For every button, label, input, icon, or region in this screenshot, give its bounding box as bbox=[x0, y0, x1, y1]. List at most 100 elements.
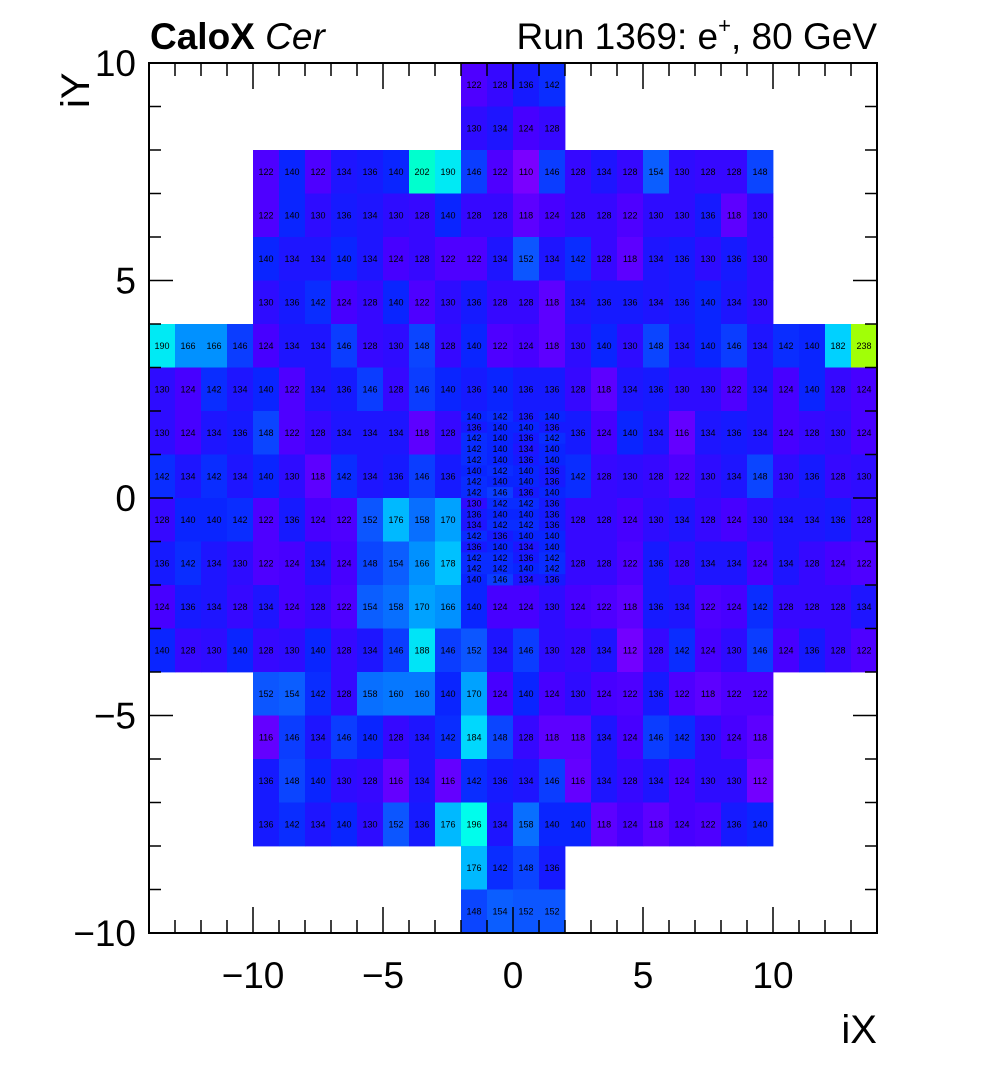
heatmap-cell bbox=[279, 454, 306, 499]
heatmap-cell bbox=[383, 411, 410, 455]
heatmap-cell bbox=[539, 193, 566, 238]
cell-value-label: 122 bbox=[440, 254, 455, 264]
heatmap-cell bbox=[643, 672, 670, 716]
cell-value-label: 134 bbox=[232, 384, 247, 394]
heatmap-cell bbox=[331, 367, 358, 412]
heatmap-cell bbox=[513, 443, 540, 455]
heatmap-cell bbox=[617, 759, 644, 803]
cell-value-label: 128 bbox=[570, 515, 585, 525]
cell-value-label: 134 bbox=[856, 602, 871, 612]
heatmap-cell bbox=[539, 367, 566, 412]
cell-value-label: 136 bbox=[518, 488, 533, 498]
cell-value-label: 134 bbox=[362, 471, 377, 481]
heatmap-cell bbox=[513, 63, 540, 107]
y-tick-label: −10 bbox=[73, 913, 136, 954]
heatmap-cell bbox=[383, 715, 410, 760]
cell-value-label: 130 bbox=[700, 776, 715, 786]
cell-value-label: 134 bbox=[284, 341, 299, 351]
heatmap-cell bbox=[175, 498, 202, 542]
heatmap-cell bbox=[253, 454, 280, 499]
heatmap-cell bbox=[721, 454, 748, 499]
heatmap-cell bbox=[513, 106, 540, 151]
cell-value-label: 130 bbox=[752, 210, 767, 220]
cell-value-label: 128 bbox=[570, 210, 585, 220]
heatmap-cell bbox=[513, 421, 540, 434]
cell-value-label: 140 bbox=[518, 509, 533, 519]
cell-value-label: 128 bbox=[648, 645, 663, 655]
cell-value-label: 140 bbox=[466, 341, 481, 351]
heatmap-cell bbox=[747, 672, 774, 716]
heatmap-cell bbox=[305, 541, 332, 586]
heatmap-cell bbox=[591, 585, 618, 629]
heatmap-cell bbox=[825, 628, 852, 673]
heatmap-cell bbox=[409, 498, 436, 542]
cell-value-label: 134 bbox=[492, 819, 507, 829]
heatmap-cell bbox=[721, 237, 748, 281]
cell-value-label: 118 bbox=[519, 210, 533, 220]
heatmap-cell bbox=[695, 759, 722, 803]
cell-value-label: 154 bbox=[284, 689, 299, 699]
cell-value-label: 116 bbox=[675, 428, 689, 438]
heatmap-cell bbox=[253, 498, 280, 542]
heatmap-cell bbox=[461, 498, 488, 510]
cell-value-label: 140 bbox=[388, 167, 403, 177]
heatmap-cell bbox=[799, 411, 826, 455]
cell-value-label: 148 bbox=[492, 732, 507, 742]
heatmap-cell bbox=[591, 193, 618, 238]
x-tick-label: 10 bbox=[752, 955, 793, 996]
heatmap-cell bbox=[721, 367, 748, 412]
cell-value-label: 136 bbox=[492, 776, 507, 786]
heatmap-cell bbox=[591, 802, 618, 847]
cell-value-label: 134 bbox=[752, 341, 767, 351]
heatmap-cell bbox=[669, 237, 696, 281]
cell-value-label: 124 bbox=[830, 558, 845, 568]
heatmap-cell bbox=[409, 672, 436, 716]
cell-value-label: 124 bbox=[752, 558, 767, 568]
cell-value-label: 124 bbox=[154, 602, 169, 612]
cell-value-label: 134 bbox=[258, 602, 273, 612]
heatmap-cell bbox=[669, 802, 696, 847]
cell-value-label: 140 bbox=[362, 732, 377, 742]
heatmap-cell bbox=[721, 411, 748, 455]
cell-value-label: 134 bbox=[362, 645, 377, 655]
heatmap-cell bbox=[357, 150, 384, 194]
cell-value-label: 142 bbox=[154, 471, 169, 481]
heatmap-cell bbox=[487, 150, 514, 194]
cell-value-label: 128 bbox=[258, 645, 273, 655]
cell-value-label: 134 bbox=[362, 428, 377, 438]
cell-value-label: 124 bbox=[778, 645, 793, 655]
cell-value-label: 128 bbox=[648, 471, 663, 481]
heatmap-cell bbox=[617, 715, 644, 760]
cell-value-label: 122 bbox=[258, 210, 273, 220]
cell-value-label: 124 bbox=[180, 384, 195, 394]
cell-value-label: 190 bbox=[154, 341, 169, 351]
cell-value-label: 136 bbox=[648, 384, 663, 394]
cell-value-label: 118 bbox=[415, 428, 429, 438]
cell-value-label: 124 bbox=[336, 558, 351, 568]
heatmap-cell bbox=[461, 237, 488, 281]
heatmap-cell bbox=[487, 454, 514, 466]
heatmap-cell bbox=[409, 150, 436, 194]
cell-value-label: 136 bbox=[544, 477, 559, 487]
heatmap-cell bbox=[539, 443, 566, 455]
heatmap-cell bbox=[539, 63, 566, 107]
heatmap-cell bbox=[565, 541, 592, 586]
heatmap-cell bbox=[591, 759, 618, 803]
cell-value-label: 140 bbox=[284, 167, 299, 177]
heatmap-cell bbox=[513, 237, 540, 281]
heatmap-cell bbox=[539, 487, 566, 499]
heatmap-cell bbox=[487, 193, 514, 238]
heatmap-cell bbox=[565, 498, 592, 542]
cell-value-label: 130 bbox=[570, 341, 585, 351]
cell-value-label: 130 bbox=[466, 123, 481, 133]
heatmap-cell bbox=[279, 237, 306, 281]
heatmap-cell bbox=[695, 280, 722, 325]
cell-value-label: 124 bbox=[180, 428, 195, 438]
heatmap-cell bbox=[513, 454, 540, 466]
cell-value-label: 140 bbox=[804, 341, 819, 351]
heatmap-cell bbox=[799, 498, 826, 542]
heatmap-cell bbox=[773, 628, 800, 673]
cell-value-label: 136 bbox=[804, 645, 819, 655]
cell-value-label: 124 bbox=[674, 776, 689, 786]
